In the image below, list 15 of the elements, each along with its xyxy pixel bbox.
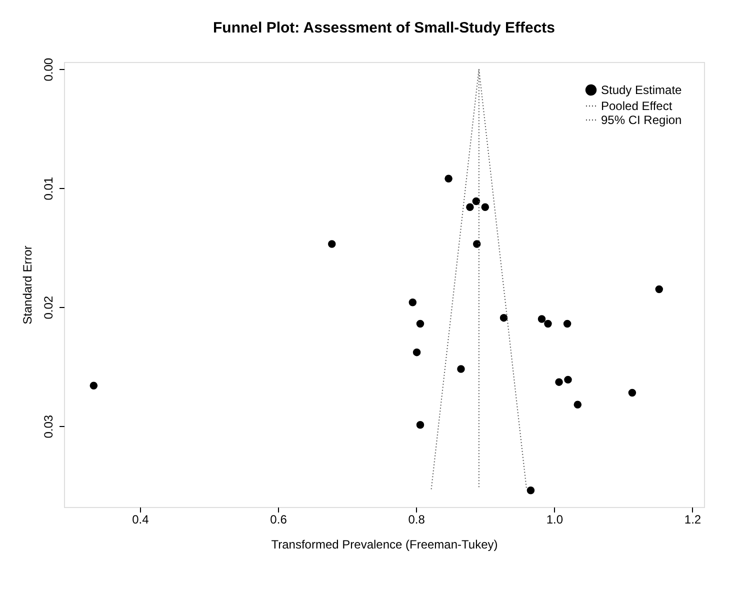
- x-tick-label: 1.0: [546, 512, 564, 526]
- x-tick-label: 0.6: [270, 512, 288, 526]
- legend-label: 95% CI Region: [601, 113, 682, 127]
- y-tick-label: 0.01: [42, 176, 56, 200]
- y-tick-label: 0.00: [42, 58, 56, 82]
- y-tick-label: 0.02: [42, 296, 56, 320]
- x-tick-label: 1.2: [684, 512, 702, 526]
- y-axis-title: Standard Error: [20, 246, 34, 324]
- x-tick-label: 0.8: [408, 512, 426, 526]
- legend-label: Study Estimate: [601, 83, 682, 97]
- chart-title: Funnel Plot: Assessment of Small-Study Effects: [212, 19, 556, 36]
- x-tick-label: 0.4: [132, 512, 150, 526]
- legend-label: Pooled Effect: [601, 99, 673, 113]
- y-tick-label: 0.03: [42, 414, 56, 438]
- x-axis-title: Transformed Prevalence (Freeman-Tukey): [271, 538, 498, 552]
